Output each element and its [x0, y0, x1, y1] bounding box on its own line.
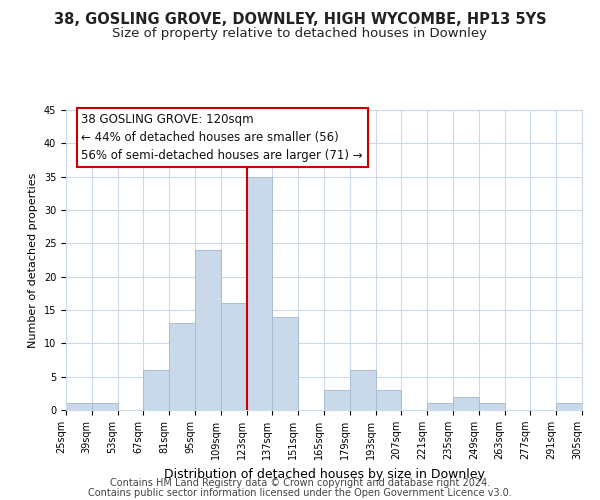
X-axis label: Distribution of detached houses by size in Downley: Distribution of detached houses by size … — [164, 468, 484, 480]
Bar — [453, 396, 479, 410]
Text: Contains HM Land Registry data © Crown copyright and database right 2024.: Contains HM Land Registry data © Crown c… — [110, 478, 490, 488]
Bar — [195, 250, 221, 410]
Bar — [556, 404, 582, 410]
Y-axis label: Number of detached properties: Number of detached properties — [28, 172, 38, 348]
Bar — [221, 304, 247, 410]
Bar — [143, 370, 169, 410]
Bar — [376, 390, 401, 410]
Bar — [350, 370, 376, 410]
Bar — [272, 316, 298, 410]
Text: Size of property relative to detached houses in Downley: Size of property relative to detached ho… — [113, 28, 487, 40]
Bar — [92, 404, 118, 410]
Bar — [324, 390, 350, 410]
Bar — [247, 176, 272, 410]
Bar — [427, 404, 453, 410]
Text: 38 GOSLING GROVE: 120sqm
← 44% of detached houses are smaller (56)
56% of semi-d: 38 GOSLING GROVE: 120sqm ← 44% of detach… — [82, 113, 363, 162]
Bar — [479, 404, 505, 410]
Text: 38, GOSLING GROVE, DOWNLEY, HIGH WYCOMBE, HP13 5YS: 38, GOSLING GROVE, DOWNLEY, HIGH WYCOMBE… — [53, 12, 547, 28]
Bar — [169, 324, 195, 410]
Bar — [66, 404, 92, 410]
Text: Contains public sector information licensed under the Open Government Licence v3: Contains public sector information licen… — [88, 488, 512, 498]
